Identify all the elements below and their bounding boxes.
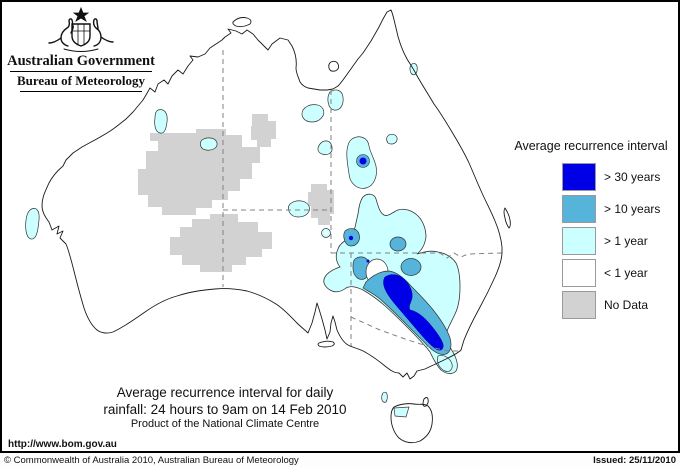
legend-item-gt30: > 30 years (505, 163, 677, 195)
header-rule-2 (20, 91, 142, 92)
map-frame (0, 0, 680, 453)
no-data-regions (138, 114, 334, 272)
bureau-title: Bureau of Meteorology (16, 73, 146, 88)
caption-line-2: rainfall: 24 hours to 9am on 14 Feb 2010 (103, 402, 347, 417)
coastline (41, 9, 511, 444)
legend-label: No Data (604, 298, 649, 312)
copyright-text: © Commonwealth of Australia 2010, Austra… (4, 455, 299, 466)
issued-date: Issued: 25/11/2010 (593, 455, 676, 466)
legend-label: < 1 year (604, 266, 648, 280)
legend-label: > 1 year (604, 234, 648, 248)
legend-label: > 30 years (604, 170, 661, 184)
legend-item-nodata: No Data (505, 291, 677, 323)
legend: Average recurrence interval > 30 years >… (505, 139, 677, 323)
legend-swatch-gt30 (562, 163, 596, 191)
nt-dark-spot (356, 154, 370, 168)
header-rule-1 (10, 71, 152, 72)
caption-line-3: Product of the National Climate Centre (130, 418, 320, 430)
blob-hole (324, 231, 328, 235)
australia-map (25, 9, 511, 444)
bom-url: http://www.bom.gov.au (8, 439, 117, 450)
coat-of-arms-icon (48, 6, 114, 52)
legend-item-lt1: < 1 year (505, 259, 677, 291)
gov-title: Australian Government (7, 53, 155, 69)
rainfall-region-main (323, 193, 461, 374)
government-header: Australian Government Bureau of Meteorol… (6, 6, 156, 92)
map-caption: Average recurrence interval for daily ra… (60, 384, 390, 431)
legend-swatch-gt10 (562, 195, 596, 223)
legend-title: Average recurrence interval (514, 139, 668, 153)
caption-line-1: Average recurrence interval for daily (116, 385, 334, 400)
legend-swatch-nodata (562, 291, 596, 319)
rainfall-blobs (25, 63, 453, 418)
footer-strip (0, 453, 680, 467)
state-borders (222, 50, 503, 352)
legend-label: > 10 years (604, 202, 661, 216)
legend-swatch-lt1 (562, 259, 596, 287)
legend-item-gt10: > 10 years (505, 195, 677, 227)
legend-item-gt1: > 1 year (505, 227, 677, 259)
legend-swatch-gt1 (562, 227, 596, 255)
